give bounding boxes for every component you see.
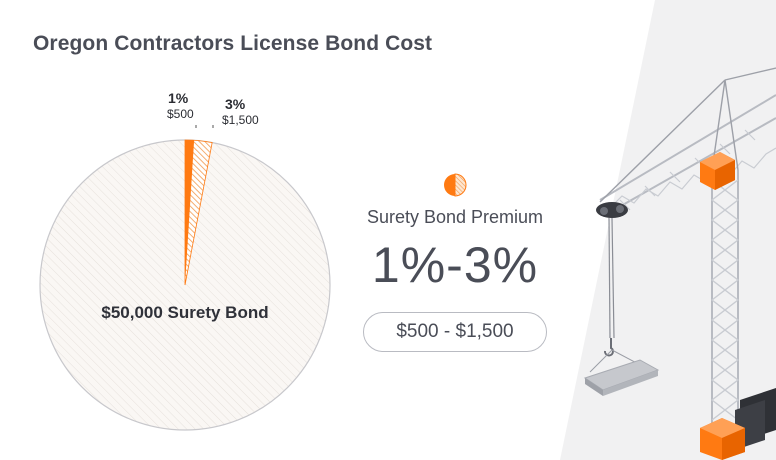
premium-range: 1%-3% xyxy=(371,237,539,293)
tower-crane-icon xyxy=(583,67,776,460)
bond-pie-chart xyxy=(39,125,331,431)
pie-slice-1-percent xyxy=(185,140,195,285)
high-percent-label: 3% xyxy=(225,96,246,112)
low-amount-label: $500 xyxy=(167,107,194,121)
pie-center-label: $50,000 Surety Bond xyxy=(101,303,269,322)
high-amount-label: $1,500 xyxy=(222,113,259,127)
half-circle-icon xyxy=(444,173,467,197)
backdrop-panel xyxy=(560,0,776,460)
premium-amount-pill: $500 - $1,500 xyxy=(363,312,547,352)
slice-bracket xyxy=(195,125,214,128)
premium-label: Surety Bond Premium xyxy=(366,207,544,227)
low-percent-label: 1% xyxy=(168,90,189,106)
page-title: Oregon Contractors License Bond Cost xyxy=(33,32,433,55)
